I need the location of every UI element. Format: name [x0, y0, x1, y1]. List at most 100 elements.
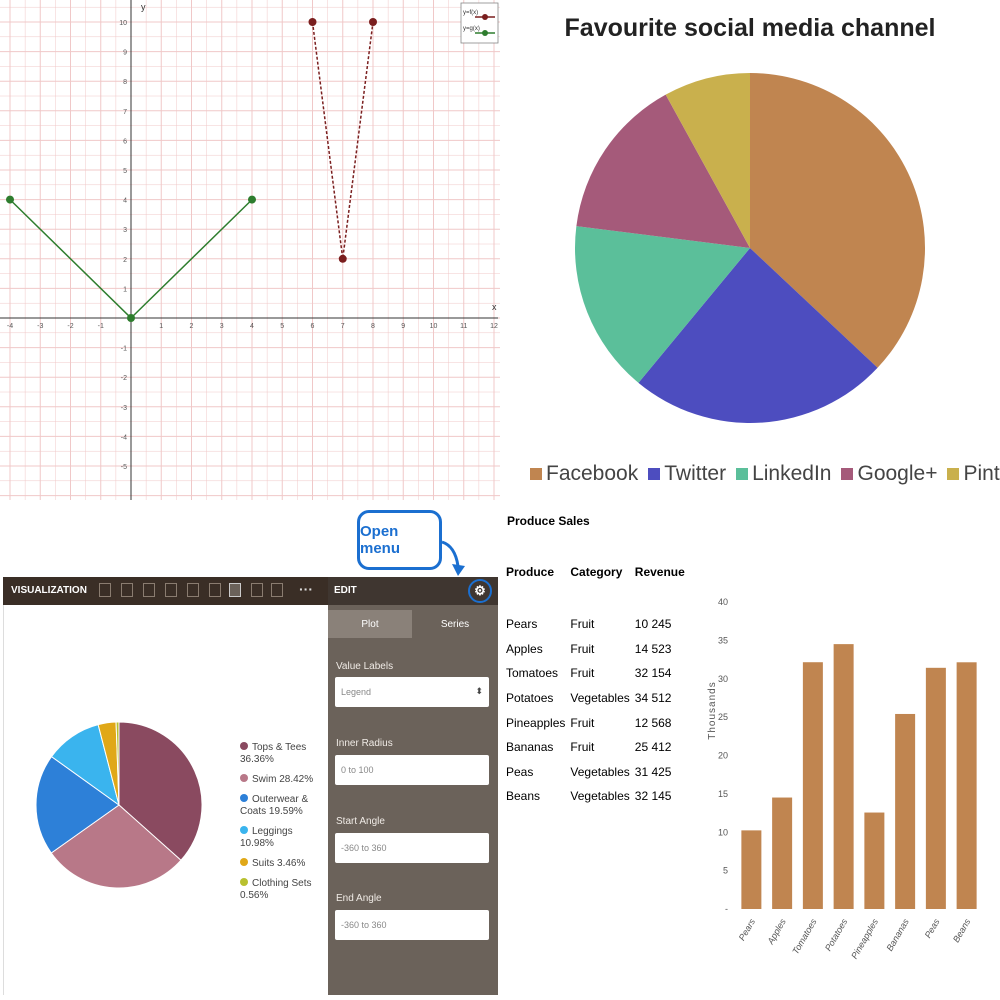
- y-tick-label: -: [725, 904, 728, 914]
- legend-label: Facebook: [546, 462, 639, 485]
- visualization-app: Open menu VISUALIZATION ··· EDIT ⚙ Plot …: [0, 500, 500, 1000]
- x-tick-label: Peas: [923, 917, 942, 940]
- x-tick-label: 5: [280, 323, 284, 330]
- check-chart-icon[interactable]: [187, 583, 199, 597]
- table-row: Beans Vegetables 32 145: [506, 784, 690, 809]
- data-point: [248, 195, 256, 204]
- y-tick-label: 5: [123, 168, 127, 175]
- legend-item: LinkedIn: [736, 462, 831, 485]
- value-labels-select[interactable]: Legend ⬍: [335, 677, 489, 707]
- y-tick-label: 30: [718, 674, 728, 684]
- x-tick-label: -4: [7, 323, 13, 330]
- inner-radius-placeholder: 0 to 100: [341, 765, 374, 775]
- table-cell: Tomatoes: [506, 666, 559, 681]
- social-pie-panel: Favourite social media channel Facebook T…: [500, 0, 1000, 500]
- table-cell: 34 512: [634, 691, 672, 706]
- social-chart-title: Favourite social media channel: [564, 14, 936, 42]
- line-chart-icon[interactable]: [143, 583, 155, 597]
- pie-slice: [35, 755, 120, 854]
- y-tick-label: -2: [121, 375, 127, 382]
- value-labels-label: Value Labels: [336, 661, 394, 672]
- data-point: [369, 18, 377, 26]
- y-tick-label: 40: [718, 597, 728, 607]
- x-tick-label: -2: [67, 323, 73, 330]
- legend-label: Pinterest: [963, 462, 1000, 485]
- bar: [895, 713, 916, 909]
- legend-swatch: [841, 468, 854, 481]
- pie-chart-icon[interactable]: [229, 583, 241, 597]
- social-legend: Facebook Twitter LinkedIn Google+ Pinterest: [530, 462, 1000, 486]
- y-tick-label: 20: [718, 751, 728, 761]
- visualization-toolbar: VISUALIZATION ···: [3, 577, 328, 605]
- header-produce: Produce: [506, 565, 555, 579]
- table-row: Pears Fruit 10 245: [506, 612, 690, 637]
- table-row: Bananas Fruit 25 412: [506, 735, 690, 760]
- start-angle-label: Start Angle: [336, 816, 385, 827]
- category-pie-chart: [35, 721, 203, 889]
- bar-chart-icon[interactable]: [121, 583, 133, 597]
- legend-swatch: [530, 468, 542, 481]
- table-cell: Potatoes: [506, 691, 554, 706]
- table-cell: 12 568: [634, 715, 672, 730]
- y-axis-letter: y: [141, 2, 146, 12]
- bar: [772, 797, 793, 909]
- end-angle-label: End Angle: [336, 893, 382, 904]
- start-angle-input[interactable]: -360 to 360: [335, 833, 489, 863]
- inner-radius-label: Inner Radius: [336, 738, 393, 749]
- legend-dot: [240, 858, 248, 866]
- bar: [741, 830, 762, 909]
- end-angle-input[interactable]: -360 to 360: [335, 910, 489, 940]
- inner-radius-input[interactable]: 0 to 100: [335, 755, 489, 785]
- bar: [925, 667, 946, 909]
- bar: [864, 812, 885, 909]
- legend-label: Twitter: [664, 462, 727, 485]
- pie-slice: [665, 73, 750, 248]
- table-cell: Bananas: [506, 740, 554, 755]
- legend-label: y=g(x): [463, 26, 480, 32]
- x-tick-label: 4: [250, 323, 254, 330]
- map-chart-icon[interactable]: [251, 583, 263, 597]
- table-chart-icon[interactable]: [99, 583, 111, 597]
- header-category: Category: [570, 565, 623, 579]
- legend-label: y=f(x): [463, 10, 478, 16]
- social-pie-chart: [575, 73, 925, 424]
- pie-slice: [115, 721, 120, 806]
- edit-panel: EDIT ⚙ Plot Series Value Labels Legend ⬍…: [328, 577, 498, 995]
- legend-marker: [482, 30, 488, 36]
- table-cell: Peas: [506, 764, 534, 779]
- table-cell: Fruit: [570, 641, 595, 656]
- bar: [956, 662, 977, 909]
- edit-title: EDIT: [334, 585, 357, 596]
- tab-plot[interactable]: Plot: [328, 610, 412, 638]
- table-cell: Apples: [506, 641, 543, 656]
- produce-sales-panel: Produce Sales Produce Category Revenue P…: [500, 500, 1000, 1000]
- table-cell: 14 523: [634, 641, 672, 656]
- table-cell: 32 154: [634, 666, 672, 681]
- data-point: [127, 314, 135, 322]
- pie-slice: [575, 226, 750, 383]
- x-tick-label: Tomatoes: [790, 917, 819, 956]
- legend-item: Swim 28.42%: [240, 774, 320, 786]
- legend-item: Clothing Sets 0.56%: [240, 878, 320, 902]
- tab-series[interactable]: Series: [412, 610, 498, 638]
- visualization-canvas: [3, 605, 329, 995]
- table-cell: Pineapples: [506, 715, 566, 730]
- table-cell: Vegetables: [570, 764, 630, 779]
- gauge-chart-icon[interactable]: [271, 583, 283, 597]
- legend-swatch: [648, 468, 661, 481]
- legend-dot: [240, 742, 248, 750]
- edit-header: EDIT ⚙: [328, 577, 498, 605]
- gear-icon[interactable]: ⚙: [468, 579, 492, 603]
- more-options-icon[interactable]: ···: [299, 581, 313, 597]
- legend-label: Clothing Sets 0.56%: [240, 878, 312, 901]
- area-chart-icon[interactable]: [165, 583, 177, 597]
- table-cell: Fruit: [570, 715, 595, 730]
- column-chart-icon[interactable]: [209, 583, 221, 597]
- category-legend: Tops & Tees 36.36% Swim 28.42% Outerwear &…: [240, 742, 320, 910]
- table-cell: Fruit: [570, 666, 595, 681]
- pie-slice: [638, 248, 878, 424]
- legend-label: Suits 3.46%: [252, 858, 306, 869]
- legend-dot: [240, 878, 248, 886]
- y-tick-label: -5: [121, 464, 127, 471]
- y-tick-label: 3: [123, 227, 127, 234]
